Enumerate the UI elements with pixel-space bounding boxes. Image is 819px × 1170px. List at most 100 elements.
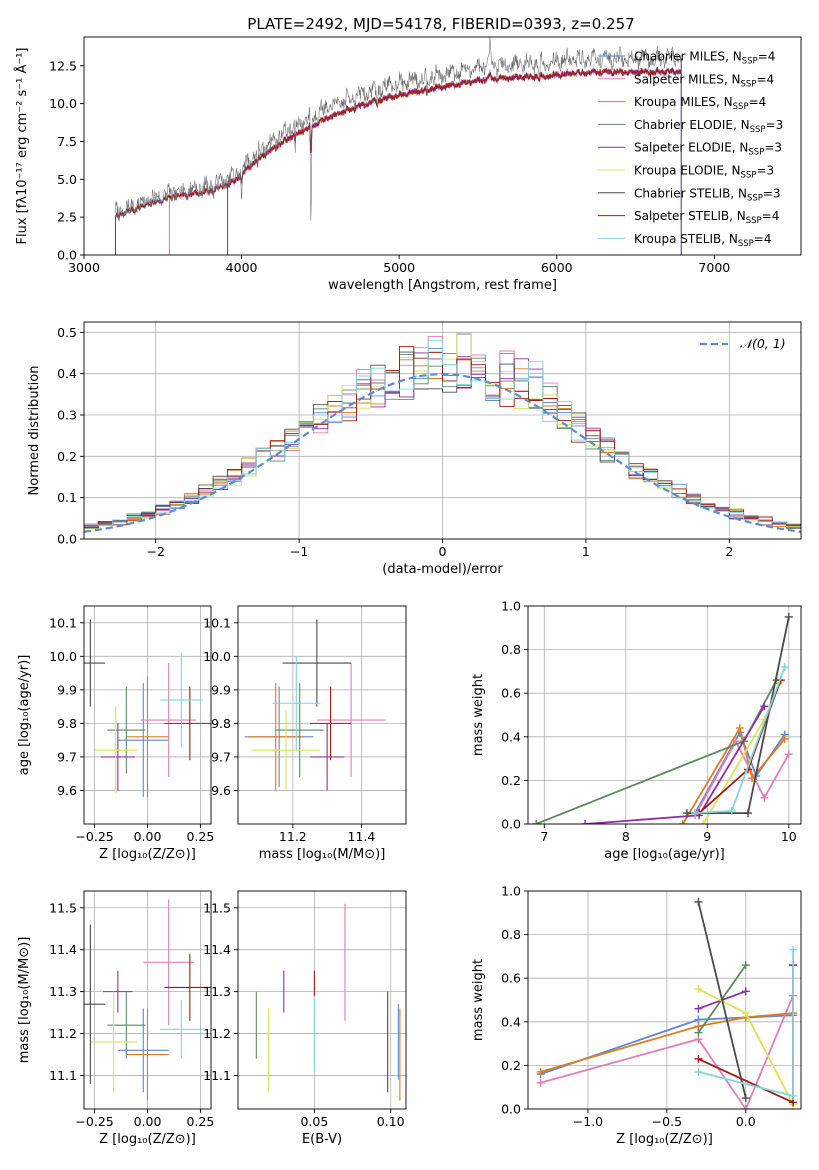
weight-series: [532, 676, 781, 824]
x-tick-label: 1: [582, 544, 590, 559]
weight-marker: [694, 1054, 703, 1063]
y-tick-label: 0.4: [57, 366, 77, 381]
weight-marker: [694, 897, 703, 906]
y-tick-label: 1.0: [501, 599, 521, 614]
y-tick-label: 0.0: [501, 817, 521, 832]
errorbar-point: [84, 924, 106, 1084]
x-tick-label: 0.0: [736, 1114, 756, 1129]
x-tick-label: 0.10: [377, 1114, 405, 1129]
y-tick-label: 11.4: [49, 942, 77, 957]
x-axis-label: E(B-V): [302, 1132, 342, 1147]
weight-series: [694, 897, 750, 1103]
y-tick-label: 0.8: [501, 927, 521, 942]
weight-marker: [784, 750, 793, 759]
spectrum-panel: 3000 4000 5000 6000 7000 0.0 2.5 5.0 7.5 10.0 12.5…: [14, 36, 802, 293]
x-tick-label: 5000: [383, 260, 415, 275]
y-tick-label: 11.1: [49, 1068, 77, 1083]
errorbar-point: [126, 676, 169, 798]
y-tick-label: 10.0: [203, 649, 231, 664]
legend-entry: Chabrier ELODIE, NSSP=3: [634, 118, 783, 135]
legend-entry: Chabrier STELIB, NSSP=3: [634, 186, 781, 203]
x-axis-label: Z [log₁₀(Z/Z⊙)]: [99, 1132, 196, 1147]
y-tick-label: 0.1: [57, 490, 77, 505]
weight-line: [686, 616, 790, 814]
residuals-legend: 𝒩(0, 1): [700, 336, 786, 351]
weight-marker: [780, 734, 789, 743]
weight-marker: [678, 820, 687, 824]
legend-entry: Chabrier MILES, NSSP=4: [634, 50, 775, 67]
weight-series: [682, 612, 793, 818]
errorbar-point: [117, 1008, 169, 1093]
y-tick-label: 7.5: [57, 134, 77, 149]
x-tick-label: 0.25: [186, 829, 214, 844]
weight-marker: [789, 1091, 798, 1100]
weight-marker: [784, 612, 793, 621]
y-tick-label: 0.4: [501, 729, 521, 744]
x-tick-label: 0.00: [134, 829, 162, 844]
x-axis-label: Z [log₁₀(Z/Z⊙)]: [616, 1132, 713, 1147]
normal-curve: [84, 372, 801, 533]
Z-mass-panel: −0.25 0.00 0.25 11.1 11.2 11.3 11.4 11.5 Z [log₁…: [17, 890, 214, 1147]
mass-age-grid: [238, 606, 406, 824]
y-tick-label: 0.6: [501, 686, 521, 701]
y-axis-label: mass [log₁₀(M/M⊙)]: [17, 937, 32, 1064]
spectrum-model-line: [227, 67, 682, 255]
weight-marker: [694, 1028, 703, 1037]
ebv-mass-grid: [238, 891, 406, 1109]
y-tick-label: 0.0: [57, 532, 77, 547]
x-tick-label: −1.0: [573, 1114, 603, 1129]
errorbar-point: [126, 1008, 169, 1101]
y-tick-label: 11.3: [49, 984, 77, 999]
weight-marker: [691, 809, 700, 818]
y-tick-label: 11.2: [203, 1026, 231, 1041]
residuals-panel: −2 −1 0 1 2 0.0 0.1 0.2 0.3 0.4 0.5 (data-model)/er…: [27, 321, 802, 577]
weight-marker: [727, 806, 736, 815]
y-tick-label: 9.6: [211, 783, 231, 798]
spectrum-legend: Chabrier MILES, NSSP=4 Salpeter MILES, NS…: [598, 50, 783, 249]
x-axis-label: mass [log₁₀(M/M⊙)]: [259, 847, 386, 862]
errorbar-point: [143, 899, 195, 1026]
y-tick-label: 0.2: [57, 449, 77, 464]
weight-marker: [760, 702, 769, 711]
weight-marker: [682, 809, 691, 818]
residuals-plot-area: [84, 332, 801, 533]
weight-marker: [789, 945, 798, 954]
x-tick-label: 6000: [541, 260, 573, 275]
weight-marker: [699, 820, 708, 824]
y-tick-label: 0.2: [501, 773, 521, 788]
y-tick-label: 0.8: [501, 642, 521, 657]
spectrum-model-line: [227, 67, 682, 255]
errorbar-point: [310, 686, 352, 761]
x-axis-label: wavelength [Angstrom, rest frame]: [328, 278, 557, 293]
y-tick-label: 0.0: [57, 248, 77, 263]
weight-marker: [581, 820, 590, 824]
weight-line: [540, 1012, 794, 1073]
weight-marker: [735, 724, 744, 733]
mass-age-frame: [237, 605, 407, 825]
legend-entry: Salpeter STELIB, NSSP=4: [634, 209, 779, 226]
y-tick-label: 11.2: [49, 1026, 77, 1041]
age-weight-plot-area: [532, 612, 793, 824]
x-tick-label: 7: [540, 829, 548, 844]
errorbar-point: [164, 953, 211, 1021]
y-tick-label: 9.7: [57, 749, 77, 764]
legend-entry: Salpeter ELODIE, NSSP=3: [634, 141, 782, 158]
y-axis-label: Normed distribution: [27, 366, 42, 496]
x-tick-label: 2: [725, 544, 733, 559]
weight-marker: [744, 809, 753, 818]
y-tick-label: 12.5: [49, 58, 77, 73]
errorbar-point: [103, 970, 133, 1013]
x-tick-label: −0.25: [75, 829, 113, 844]
x-tick-label: −1: [290, 544, 308, 559]
x-tick-label: 0.25: [186, 1114, 214, 1129]
Z-weight-frame: [527, 890, 802, 1110]
x-tick-label: 0: [439, 544, 447, 559]
spectrum-model-line: [115, 66, 682, 255]
errorbar-point: [272, 656, 321, 751]
y-tick-label: 10.0: [49, 649, 77, 664]
errorbar-point: [248, 683, 304, 791]
errorbar-point: [251, 709, 321, 791]
x-tick-label: 11.2: [279, 829, 307, 844]
histogram-step: [84, 346, 801, 529]
